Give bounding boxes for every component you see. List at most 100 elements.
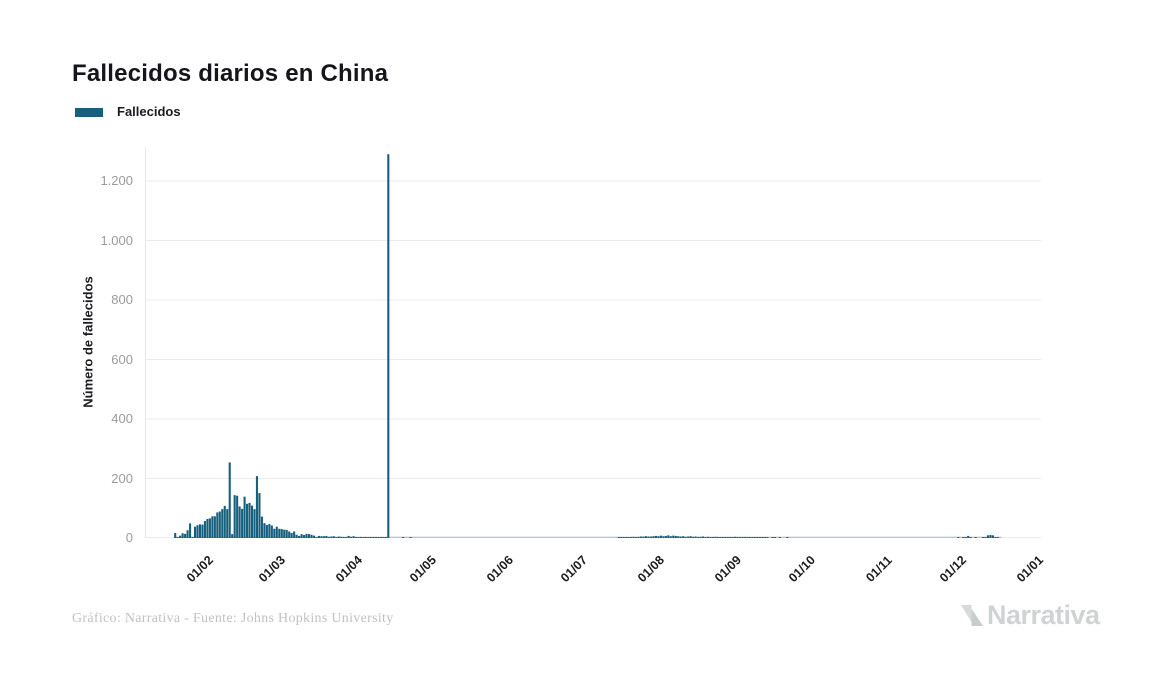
bar: [662, 536, 665, 538]
x-tick-label: 01/02: [183, 552, 216, 586]
bar: [196, 525, 199, 538]
bar: [637, 536, 640, 538]
x-tick-label: 01/08: [634, 552, 667, 586]
bar: [659, 535, 662, 538]
y-tick-label: 400: [111, 411, 133, 426]
bar: [315, 537, 318, 538]
bar: [347, 535, 350, 538]
bar: [208, 518, 211, 538]
bar: [335, 537, 338, 538]
x-tick-label: 01/09: [711, 552, 744, 586]
bar: [989, 535, 992, 538]
bar: [362, 537, 365, 538]
bar: [709, 537, 712, 538]
bar: [260, 516, 263, 538]
bar: [243, 496, 246, 538]
bar: [996, 537, 999, 538]
narrativa-logomark-icon: [961, 604, 984, 626]
bar: [699, 536, 702, 538]
bar: [667, 535, 670, 538]
bar: [617, 537, 620, 538]
bar: [268, 524, 271, 538]
bar: [647, 536, 650, 538]
bar: [736, 537, 739, 538]
bar: [265, 524, 268, 538]
bar: [248, 502, 251, 538]
bar: [967, 535, 970, 538]
bar: [253, 509, 256, 538]
bar: [250, 505, 254, 538]
bar: [179, 535, 182, 538]
bar: [320, 536, 323, 538]
bar: [216, 512, 219, 538]
brand-name: Narrativa: [987, 600, 1100, 630]
bar: [625, 537, 628, 538]
bar: [278, 528, 281, 538]
bar: [273, 528, 276, 538]
bar: [962, 537, 965, 538]
bar: [307, 534, 311, 538]
bar: [293, 531, 296, 538]
brand-logo: Narrativa: [961, 600, 1100, 630]
bar: [627, 537, 630, 538]
bar: [174, 532, 177, 538]
bar: [642, 536, 645, 538]
bar: [741, 537, 744, 538]
bar: [213, 516, 216, 538]
bar: [295, 534, 298, 538]
x-tick-label: 01/06: [483, 552, 516, 586]
page-title: Fallecidos diarios en China: [72, 60, 389, 88]
y-tick-label: 0: [125, 530, 133, 545]
bar: [649, 536, 653, 538]
y-tick-label: 1.000: [100, 232, 133, 248]
bar: [652, 536, 655, 538]
legend-swatch-icon: [75, 107, 103, 117]
bar: [694, 536, 697, 538]
bar: [327, 536, 330, 538]
bar: [184, 533, 187, 538]
bar: [255, 476, 259, 538]
bar: [357, 537, 360, 538]
bar: [342, 537, 345, 538]
bar: [345, 537, 348, 538]
bar: [763, 537, 767, 538]
bar: [721, 537, 724, 538]
bar: [632, 536, 635, 538]
bar: [258, 493, 261, 538]
bar: [310, 534, 313, 538]
bar: [664, 535, 667, 538]
x-tick-label: 01/10: [786, 552, 819, 586]
bar: [724, 537, 727, 538]
y-tick-label: 200: [111, 470, 133, 486]
bar: [630, 537, 633, 538]
bar: [726, 537, 729, 538]
bar: [773, 537, 776, 538]
bar: [337, 536, 340, 538]
bar: [756, 537, 759, 538]
bar: [729, 537, 732, 538]
bar: [379, 537, 382, 538]
x-tick-label: 01/12: [937, 552, 970, 586]
zero-baseline-strip: [174, 536, 1002, 538]
bar: [687, 536, 690, 538]
x-tick-label: 01/11: [863, 553, 895, 585]
bar: [689, 536, 692, 538]
x-tick-label: 01/01: [1014, 552, 1047, 586]
bar: [761, 537, 764, 538]
bar: [223, 505, 226, 538]
bar: [640, 536, 643, 538]
bar: [270, 525, 273, 538]
bar: [746, 537, 749, 538]
bar: [387, 154, 390, 538]
bar: [317, 535, 320, 538]
bar: [374, 537, 377, 538]
bar: [672, 535, 675, 538]
bar: [198, 524, 202, 538]
bar: [986, 535, 990, 538]
bar: [325, 535, 328, 538]
bar: [991, 535, 994, 538]
bar: [754, 537, 757, 538]
bar: [206, 518, 209, 538]
bar: [290, 532, 293, 538]
legend: Fallecidos: [75, 104, 181, 119]
